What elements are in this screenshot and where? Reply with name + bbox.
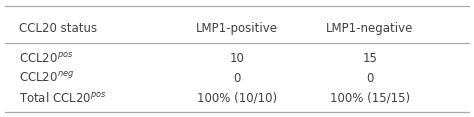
Text: LMP1-negative: LMP1-negative: [326, 22, 413, 35]
Text: CCL20 status: CCL20 status: [19, 22, 97, 35]
Text: LMP1-positive: LMP1-positive: [196, 22, 278, 35]
Text: CCL20$^{pos}$: CCL20$^{pos}$: [19, 51, 73, 66]
Text: 0: 0: [233, 72, 241, 85]
Text: 100% (10/10): 100% (10/10): [197, 92, 277, 105]
Text: 10: 10: [229, 52, 245, 65]
Text: Total CCL20$^{pos}$: Total CCL20$^{pos}$: [19, 91, 107, 105]
Text: 15: 15: [362, 52, 377, 65]
Text: 100% (15/15): 100% (15/15): [329, 92, 410, 105]
Text: CCL20$^{neg}$: CCL20$^{neg}$: [19, 71, 74, 85]
Text: 0: 0: [366, 72, 374, 85]
